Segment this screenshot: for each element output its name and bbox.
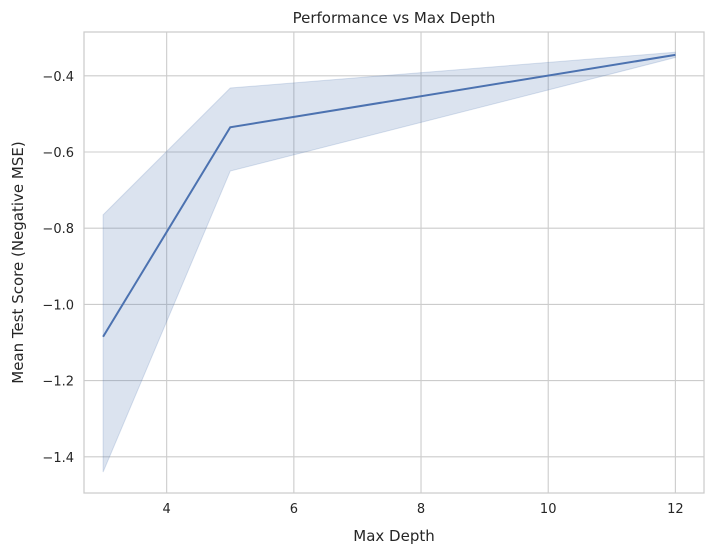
confidence-band-layer (102, 51, 676, 473)
y-tick-label: −0.8 (42, 222, 74, 237)
x-tick-label: 10 (540, 502, 557, 517)
y-tick-label: −1.4 (42, 451, 74, 466)
series-line (102, 53, 676, 338)
y-axis-label: Mean Test Score (Negative MSE) (9, 141, 27, 383)
grid-lines (84, 32, 704, 493)
x-tick-label: 12 (667, 502, 684, 517)
chart-title: Performance vs Max Depth (293, 9, 496, 27)
x-tick-label: 4 (163, 502, 171, 517)
y-tick-label: −1.2 (42, 375, 74, 390)
x-tick-label: 8 (417, 502, 425, 517)
confidence-band (102, 51, 676, 473)
series-line-layer (102, 53, 676, 338)
x-tick-label: 6 (290, 502, 298, 517)
x-axis-label: Max Depth (353, 527, 434, 545)
y-tick-labels: −1.4 −1.2 −1.0 −0.8 −0.6 −0.4 (42, 70, 74, 466)
y-tick-label: −0.6 (42, 146, 74, 161)
y-tick-label: −1.0 (42, 298, 74, 313)
y-tick-label: −0.4 (42, 70, 74, 85)
plot-frame (83, 31, 705, 494)
x-tick-labels: 4 6 8 10 12 (163, 502, 684, 517)
